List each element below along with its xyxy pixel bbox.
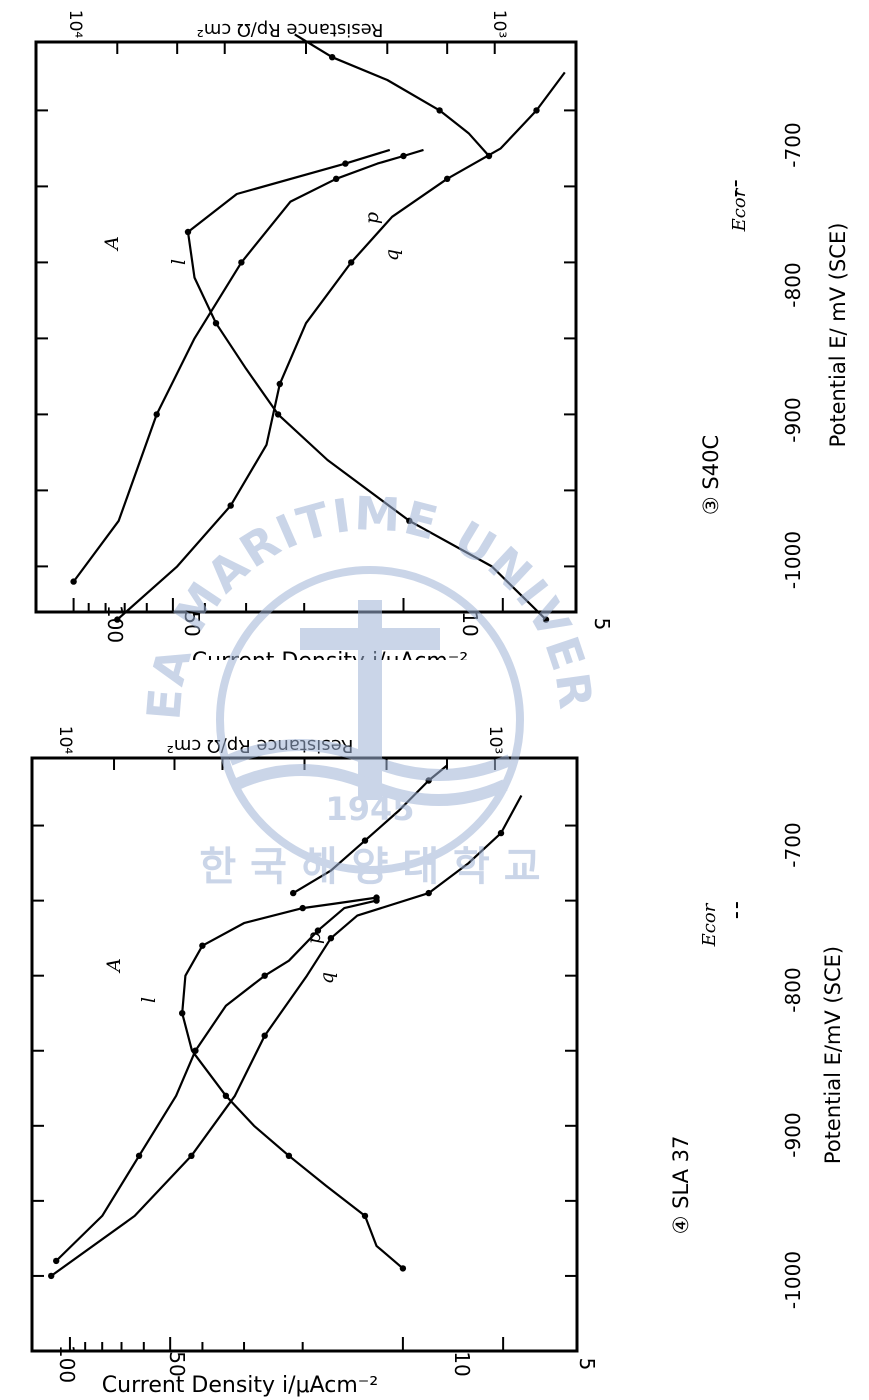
series-line-resistance bbox=[116, 71, 566, 621]
data-point bbox=[314, 927, 322, 934]
x-tick-label: -1000 bbox=[781, 531, 805, 589]
data-point bbox=[425, 777, 432, 784]
x-axis-title: Potential E/mV (SCE) bbox=[821, 946, 845, 1164]
data-point bbox=[53, 1257, 60, 1265]
annotation-A: A bbox=[103, 958, 125, 974]
series-line-current-density-left bbox=[55, 899, 377, 1262]
series-line-resistance bbox=[50, 794, 523, 1277]
x-tick-label: -1000 bbox=[781, 1251, 805, 1309]
data-point bbox=[533, 107, 540, 114]
y-tick-label: 10 bbox=[458, 611, 482, 636]
annotation-l: l bbox=[168, 259, 190, 265]
data-point bbox=[135, 1152, 143, 1159]
y-tick-label: 5 bbox=[590, 618, 614, 631]
y2-tick-label: 10³ bbox=[485, 726, 505, 754]
data-point bbox=[212, 320, 220, 327]
annotation-l: l bbox=[138, 997, 160, 1003]
y-tick-labels: 100 50 10 5 bbox=[55, 1345, 599, 1383]
data-point bbox=[153, 411, 160, 418]
ecor-label: Ecor bbox=[729, 187, 750, 232]
data-point bbox=[179, 1010, 186, 1017]
data-point bbox=[114, 616, 121, 623]
series-line-resistance-steep bbox=[292, 764, 448, 895]
data-point bbox=[399, 1265, 407, 1272]
plot-frame bbox=[30, 756, 579, 1353]
y-tick-label: 100 bbox=[103, 605, 127, 643]
chart-s40c: -1000 -900 -800 -700 100 50 10 5 10⁴ 10³… bbox=[34, 10, 850, 660]
data-point bbox=[299, 904, 306, 912]
y-tick-label: 10 bbox=[450, 1351, 474, 1376]
data-point bbox=[199, 942, 206, 949]
ecor-label: Ecor bbox=[699, 902, 720, 947]
plot-frame bbox=[34, 40, 578, 614]
x-tick-label: -700 bbox=[781, 122, 805, 167]
x-axis-title: Potential E/ mV (SCE) bbox=[826, 223, 850, 448]
data-point bbox=[425, 889, 432, 897]
data-point bbox=[361, 1212, 369, 1220]
data-point bbox=[406, 517, 413, 524]
annotations: A l p q bbox=[101, 212, 403, 265]
y2-tick-label: 10⁴ bbox=[55, 726, 75, 755]
data-point bbox=[497, 829, 505, 837]
data-point bbox=[238, 259, 245, 266]
y-axis-title: Current Density i/μAcm⁻² bbox=[192, 649, 468, 660]
annotation-q: q bbox=[316, 972, 338, 984]
specimen-label: ④ SLA 37 bbox=[669, 1136, 693, 1235]
data-point bbox=[188, 1152, 195, 1159]
y2-axis-title: Resistance Rp/Ω cm² bbox=[167, 735, 354, 756]
series-line-resistance-steep bbox=[294, 33, 490, 157]
data-point bbox=[348, 259, 355, 266]
x-tick-label: -900 bbox=[781, 397, 805, 442]
data-point bbox=[290, 889, 297, 897]
x-tick-labels: -1000 -900 -800 -700 bbox=[781, 122, 805, 589]
y-axis-title: Current Density i/μAcm⁻² bbox=[102, 1373, 378, 1398]
data-point bbox=[222, 1092, 230, 1099]
annotations: A l p q bbox=[103, 932, 338, 1003]
annotation-p: p bbox=[361, 212, 383, 224]
specimen-label: ③ S40C bbox=[699, 435, 723, 515]
data-point bbox=[400, 152, 407, 160]
data-point bbox=[373, 894, 380, 901]
data-point bbox=[261, 972, 268, 979]
x-tick-labels: -1000 -900 -800 -700 bbox=[781, 822, 805, 1309]
y2-tick-label: 10³ bbox=[489, 10, 509, 38]
data-point bbox=[361, 837, 369, 844]
y-tick-label: 5 bbox=[575, 1358, 599, 1371]
data-point bbox=[327, 935, 335, 942]
data-point bbox=[436, 107, 443, 114]
data-point bbox=[274, 411, 282, 418]
y2-tick-labels: 10⁴ 10³ bbox=[65, 10, 509, 39]
data-point bbox=[542, 616, 550, 623]
annotation-q: q bbox=[381, 249, 403, 261]
data-point bbox=[342, 160, 349, 167]
data-point bbox=[48, 1272, 55, 1280]
y-tick-label: 50 bbox=[165, 1351, 189, 1376]
data-point bbox=[70, 578, 77, 585]
annotation-A: A bbox=[101, 236, 123, 252]
data-point bbox=[184, 228, 192, 236]
series-line-current-density-right bbox=[186, 148, 547, 621]
x-tick-label: -900 bbox=[781, 1112, 805, 1157]
data-point bbox=[261, 1032, 268, 1039]
data-point bbox=[444, 175, 451, 182]
data-point bbox=[285, 1152, 293, 1159]
series-line-current-density-right bbox=[181, 896, 404, 1270]
y2-tick-label: 10⁴ bbox=[65, 10, 85, 39]
data-point bbox=[276, 380, 283, 388]
x-tick-label: -800 bbox=[781, 262, 805, 307]
data-point bbox=[485, 152, 493, 160]
data-point bbox=[329, 54, 336, 61]
plot-area bbox=[35, 33, 576, 623]
series-line-current-density-left bbox=[72, 148, 424, 583]
data-point bbox=[333, 175, 340, 182]
y2-axis-title: Resistance Rp/Ω cm² bbox=[197, 19, 384, 40]
chart-sla37: -1000 -900 -800 -700 100 50 10 5 10⁴ 10³… bbox=[30, 726, 845, 1398]
y-tick-label: 50 bbox=[180, 611, 204, 636]
plot-area bbox=[31, 758, 577, 1352]
x-tick-label: -800 bbox=[781, 967, 805, 1012]
data-point bbox=[227, 502, 234, 509]
x-tick-label: -700 bbox=[781, 822, 805, 867]
y-tick-label: 100 bbox=[55, 1345, 79, 1383]
